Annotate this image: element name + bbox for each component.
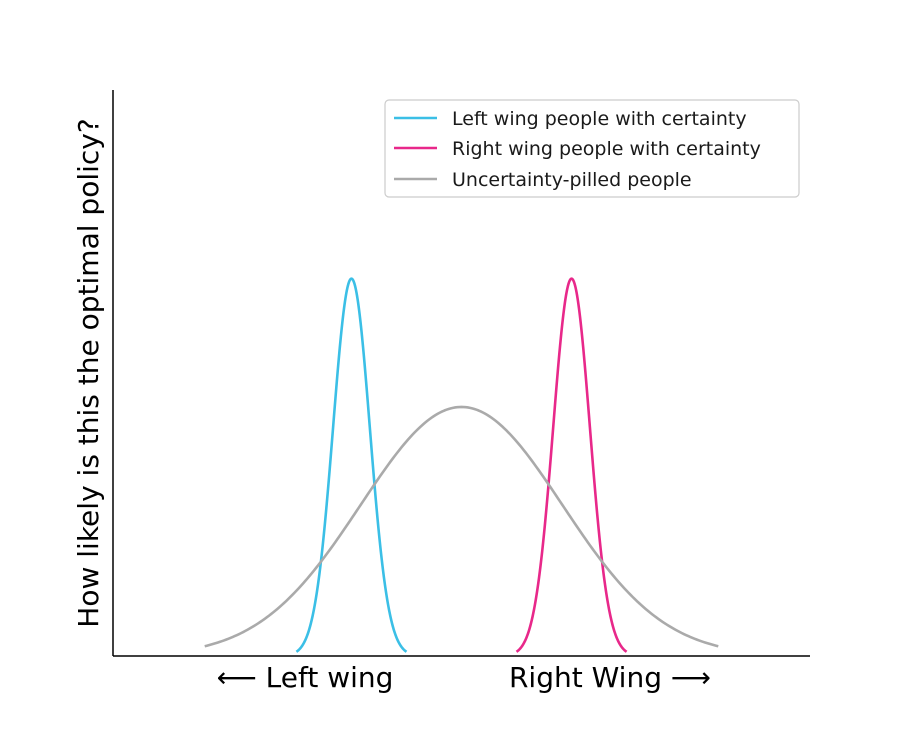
x-tick-label-left: ⟵ Left wing [217, 661, 394, 694]
legend-entry-left-wing: Left wing people with certainty [394, 108, 747, 130]
legend-label-left-wing: Left wing people with certainty [452, 108, 747, 130]
legend: Left wing people with certainty Right wi… [384, 99, 800, 198]
series-line-uncertainty [204, 405, 719, 648]
y-axis-label: How likely is this the optimal policy? [72, 118, 105, 627]
legend-entry-uncertainty: Uncertainty-pilled people [394, 169, 692, 191]
legend-box [384, 99, 800, 198]
series-line-left-wing [295, 277, 408, 653]
series-line-right-wing [515, 277, 628, 653]
x-tick-label-right: Right Wing ⟶ [509, 661, 711, 694]
legend-label-right-wing: Right wing people with certainty [452, 138, 761, 160]
legend-entry-right-wing: Right wing people with certainty [394, 138, 761, 160]
legend-label-uncertainty: Uncertainty-pilled people [452, 169, 692, 191]
series-layer [204, 277, 719, 653]
